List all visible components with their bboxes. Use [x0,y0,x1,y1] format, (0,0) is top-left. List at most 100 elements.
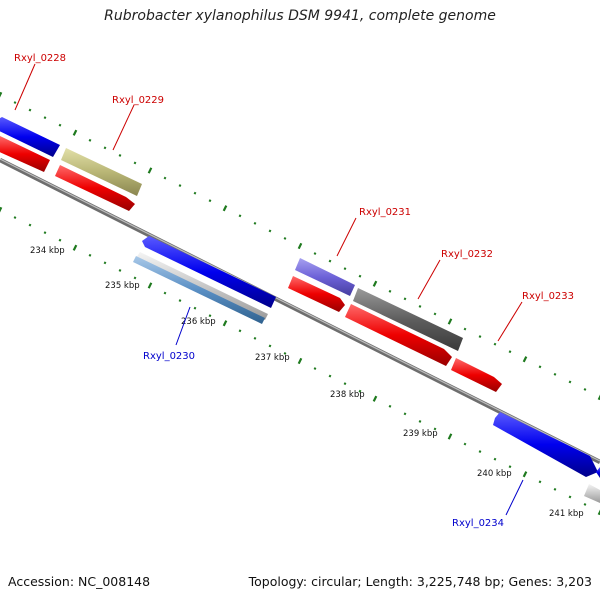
minor-tick [568,495,572,499]
minor-tick [43,231,47,235]
minor-tick [463,442,467,446]
minor-tick [268,344,272,348]
minor-tick [313,252,317,255]
minor-tick [193,191,197,195]
tick-label: 236 kbp [181,317,216,327]
gene-labels: Rxyl_0228 Rxyl_0229 Rxyl_0230 Rxyl_0231 … [14,53,574,529]
major-tick [147,167,153,174]
gene-arrow-rxyl-0232[interactable] [353,288,463,351]
minor-tick [328,374,332,378]
minor-tick [58,123,62,127]
major-tick [222,320,228,327]
gene-arrow-red-under-0232[interactable] [345,304,452,366]
minor-tick [478,335,482,339]
minor-tick [583,388,587,391]
minor-tick [178,299,182,303]
gene-features [0,117,600,503]
minor-tick [163,176,167,180]
minor-tick [538,480,542,484]
major-tick [597,394,600,401]
gene-arrow-blue-0230-upper[interactable] [142,236,276,308]
genome-backbone [0,157,600,465]
major-tick [222,205,228,212]
minor-tick [178,184,182,188]
major-tick [0,206,3,213]
minor-tick [58,238,62,242]
minor-tick [433,427,437,431]
major-tick [147,282,153,289]
minor-tick [568,380,572,384]
tick-label: 237 kbp [255,353,290,363]
gene-arrow-rxyl-0228-lower[interactable] [0,136,50,172]
minor-tick [358,274,362,278]
minor-tick [583,503,587,506]
major-tick [597,509,600,516]
gene-label-rxyl-0234[interactable]: Rxyl_0234 [452,518,504,529]
tick-labels: 234 kbp 235 kbp 236 kbp 237 kbp 238 kbp … [30,246,584,519]
gene-arrow-rxyl-0233[interactable] [451,358,502,392]
minor-tick [358,389,362,393]
gene-label-rxyl-0229[interactable]: Rxyl_0229 [112,95,164,106]
gene-label-rxyl-0230[interactable]: Rxyl_0230 [143,351,195,362]
minor-tick [418,419,422,423]
topology-summary: Topology: circular; Length: 3,225,748 bp… [248,574,592,589]
minor-tick [238,329,242,333]
minor-tick [283,352,287,355]
gene-arrow-silver[interactable] [136,252,268,320]
minor-tick [208,314,212,318]
tick-label: 234 kbp [30,246,65,256]
map-title: Rubrobacter xylanophilus DSM 9941, compl… [104,8,496,24]
minor-tick [103,146,107,150]
gene-label-rxyl-0231[interactable]: Rxyl_0231 [359,207,411,218]
minor-tick [313,367,317,370]
minor-tick [28,223,32,227]
minor-tick [88,253,92,257]
minor-tick [463,327,467,331]
gene-arrow-rxyl-0234[interactable] [493,412,598,477]
tick-label: 240 kbp [477,469,512,479]
minor-tick [193,306,197,310]
tick-label: 235 kbp [105,281,140,291]
major-tick [447,433,453,440]
gene-arrow-rxyl-0228[interactable] [0,117,60,157]
minor-tick [553,372,557,376]
major-tick [0,91,3,98]
accession-text: Accession: NC_008148 [8,574,151,589]
minor-tick [268,229,272,233]
minor-tick [433,312,437,316]
minor-tick [238,214,242,218]
minor-tick [13,101,17,104]
tick-label: 239 kbp [403,429,438,439]
minor-tick [493,457,497,461]
gene-arrow-red-under-0231[interactable] [288,276,345,312]
tick-label: 238 kbp [330,390,365,400]
gene-label-rxyl-0228[interactable]: Rxyl_0228 [14,53,66,64]
major-tick [522,471,528,478]
minor-tick [88,138,92,142]
gene-arrow-red-near-0229[interactable] [55,165,135,211]
gene-arrow-rxyl-0231[interactable] [295,258,355,296]
major-tick [522,356,528,363]
major-tick [447,318,453,325]
minor-tick [133,161,137,165]
minor-tick [508,350,512,354]
minor-tick [343,267,347,271]
minor-tick [118,268,122,272]
major-tick [72,129,78,136]
gene-label-rxyl-0232[interactable]: Rxyl_0232 [441,249,493,260]
minor-tick [163,291,167,295]
gene-arrow-partial-silver[interactable] [584,484,600,503]
gene-label-rxyl-0233[interactable]: Rxyl_0233 [522,291,574,302]
gene-arrow-partial-right[interactable] [596,467,600,478]
minor-tick [103,261,107,265]
major-tick [372,395,378,402]
tick-marks [0,91,600,516]
gene-arrow-rxyl-0230[interactable] [133,256,265,324]
minor-tick [253,221,257,225]
minor-tick [43,116,47,120]
minor-tick [13,216,17,219]
minor-tick [118,153,122,157]
gene-arrow-rxyl-0229[interactable] [61,148,142,196]
